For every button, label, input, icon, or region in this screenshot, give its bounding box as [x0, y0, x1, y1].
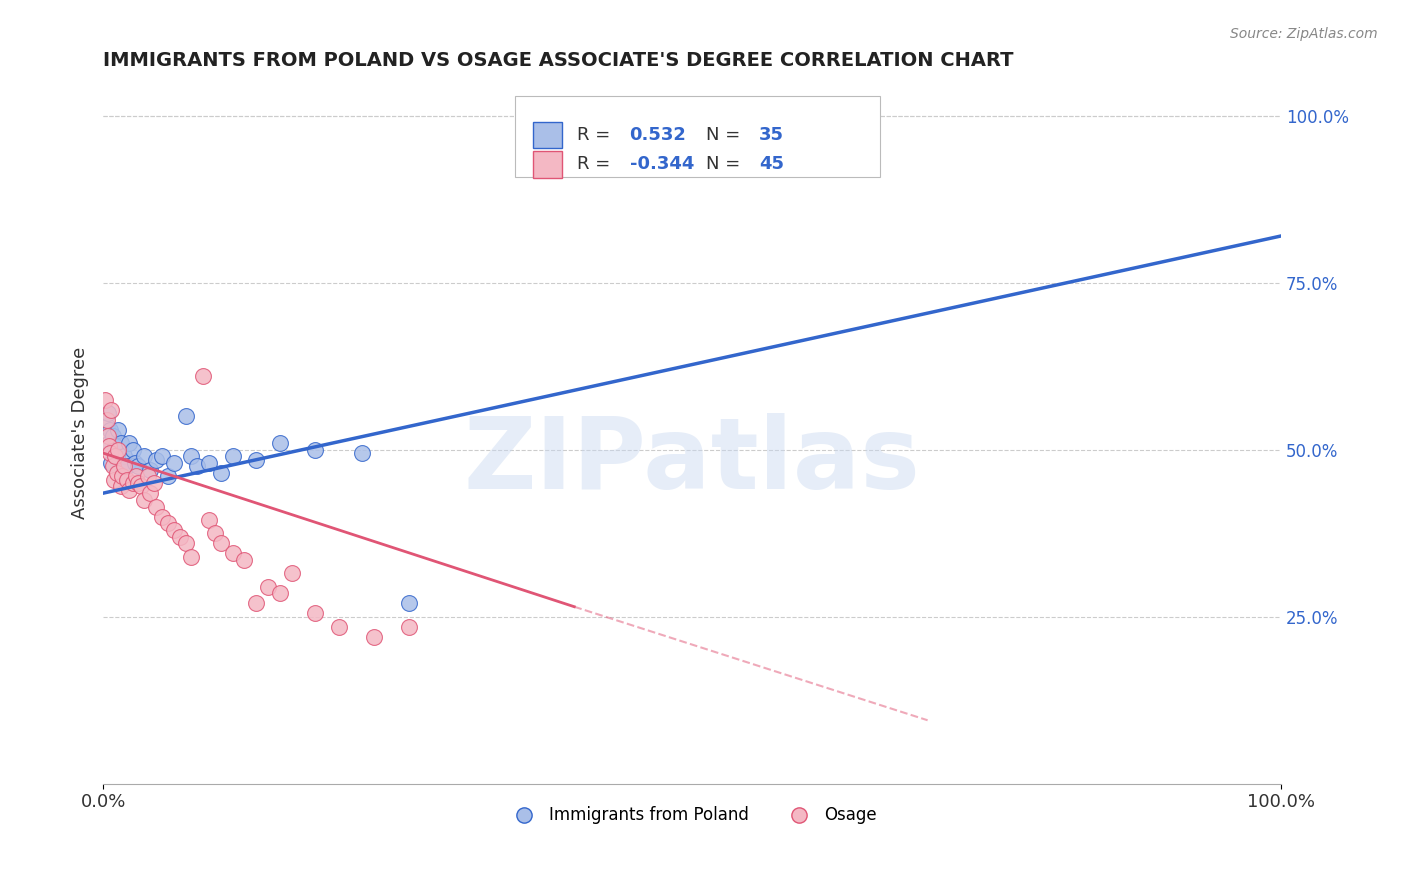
Point	[245, 452, 267, 467]
Point	[124, 456, 146, 470]
Point	[98, 446, 121, 460]
Text: IMMIGRANTS FROM POLAND VS OSAGE ASSOCIATE'S DEGREE CORRELATION CHART: IMMIGRANTS FROM POLAND VS OSAGE ASSOCIAT…	[103, 51, 1014, 70]
Point	[104, 450, 127, 464]
Text: Source: ZipAtlas.com: Source: ZipAtlas.com	[1230, 27, 1378, 41]
Point	[111, 469, 134, 483]
Point	[97, 429, 120, 443]
Point	[104, 439, 127, 453]
Point	[328, 620, 350, 634]
Point	[96, 419, 118, 434]
Point	[94, 392, 117, 407]
Point	[96, 412, 118, 426]
Point	[304, 442, 326, 457]
Point	[139, 486, 162, 500]
Point	[221, 450, 243, 464]
Point	[118, 436, 141, 450]
Text: ZIPatlas: ZIPatlas	[464, 413, 921, 509]
Point	[221, 546, 243, 560]
Point	[110, 436, 132, 450]
Point	[103, 473, 125, 487]
Point	[100, 456, 122, 470]
Point	[204, 526, 226, 541]
Point	[110, 479, 132, 493]
Text: 35: 35	[759, 126, 785, 144]
Point	[163, 456, 186, 470]
Point	[174, 409, 197, 424]
Point	[127, 459, 149, 474]
Point	[97, 406, 120, 420]
Point	[163, 523, 186, 537]
Point	[139, 463, 162, 477]
Point	[169, 530, 191, 544]
Point	[105, 466, 128, 480]
Bar	[533, 121, 562, 148]
Point	[245, 596, 267, 610]
Point	[112, 450, 135, 464]
Text: N =: N =	[706, 155, 747, 173]
Point	[98, 439, 121, 453]
Point	[121, 476, 143, 491]
Point	[363, 630, 385, 644]
Point	[198, 513, 221, 527]
Text: 0.532: 0.532	[630, 126, 686, 144]
Point	[145, 500, 167, 514]
Point	[269, 586, 291, 600]
Point	[257, 580, 280, 594]
FancyBboxPatch shape	[516, 96, 880, 177]
Point	[180, 549, 202, 564]
Point	[156, 516, 179, 531]
Text: R =: R =	[576, 155, 616, 173]
Text: R =: R =	[576, 126, 616, 144]
Point	[127, 476, 149, 491]
Text: -0.344: -0.344	[630, 155, 695, 173]
Text: 45: 45	[759, 155, 785, 173]
Bar	[533, 151, 562, 178]
Point	[112, 459, 135, 474]
Point	[398, 596, 420, 610]
Point	[101, 429, 124, 443]
Point	[107, 423, 129, 437]
Point	[145, 452, 167, 467]
Point	[142, 476, 165, 491]
Point	[156, 469, 179, 483]
Point	[304, 607, 326, 621]
Point	[115, 473, 138, 487]
Text: N =: N =	[706, 126, 747, 144]
Point	[100, 402, 122, 417]
Point	[233, 553, 256, 567]
Point	[105, 450, 128, 464]
Point	[107, 442, 129, 457]
Y-axis label: Associate's Degree: Associate's Degree	[72, 347, 89, 519]
Point	[101, 459, 124, 474]
Legend: Immigrants from Poland, Osage: Immigrants from Poland, Osage	[508, 806, 876, 824]
Point	[112, 463, 135, 477]
Point	[280, 566, 302, 581]
Point	[150, 509, 173, 524]
Point	[193, 369, 215, 384]
Point	[125, 469, 148, 483]
Point	[174, 536, 197, 550]
Point	[180, 450, 202, 464]
Point	[209, 536, 232, 550]
Point	[150, 450, 173, 464]
Point	[136, 469, 159, 483]
Point	[118, 483, 141, 497]
Point	[134, 492, 156, 507]
Point	[103, 446, 125, 460]
Point	[209, 466, 232, 480]
Point	[134, 450, 156, 464]
Point	[115, 459, 138, 474]
Point	[121, 442, 143, 457]
Point	[269, 436, 291, 450]
Point	[186, 459, 208, 474]
Point	[352, 446, 374, 460]
Point	[398, 620, 420, 634]
Point	[129, 479, 152, 493]
Point	[98, 436, 121, 450]
Point	[198, 456, 221, 470]
Point	[98, 423, 121, 437]
